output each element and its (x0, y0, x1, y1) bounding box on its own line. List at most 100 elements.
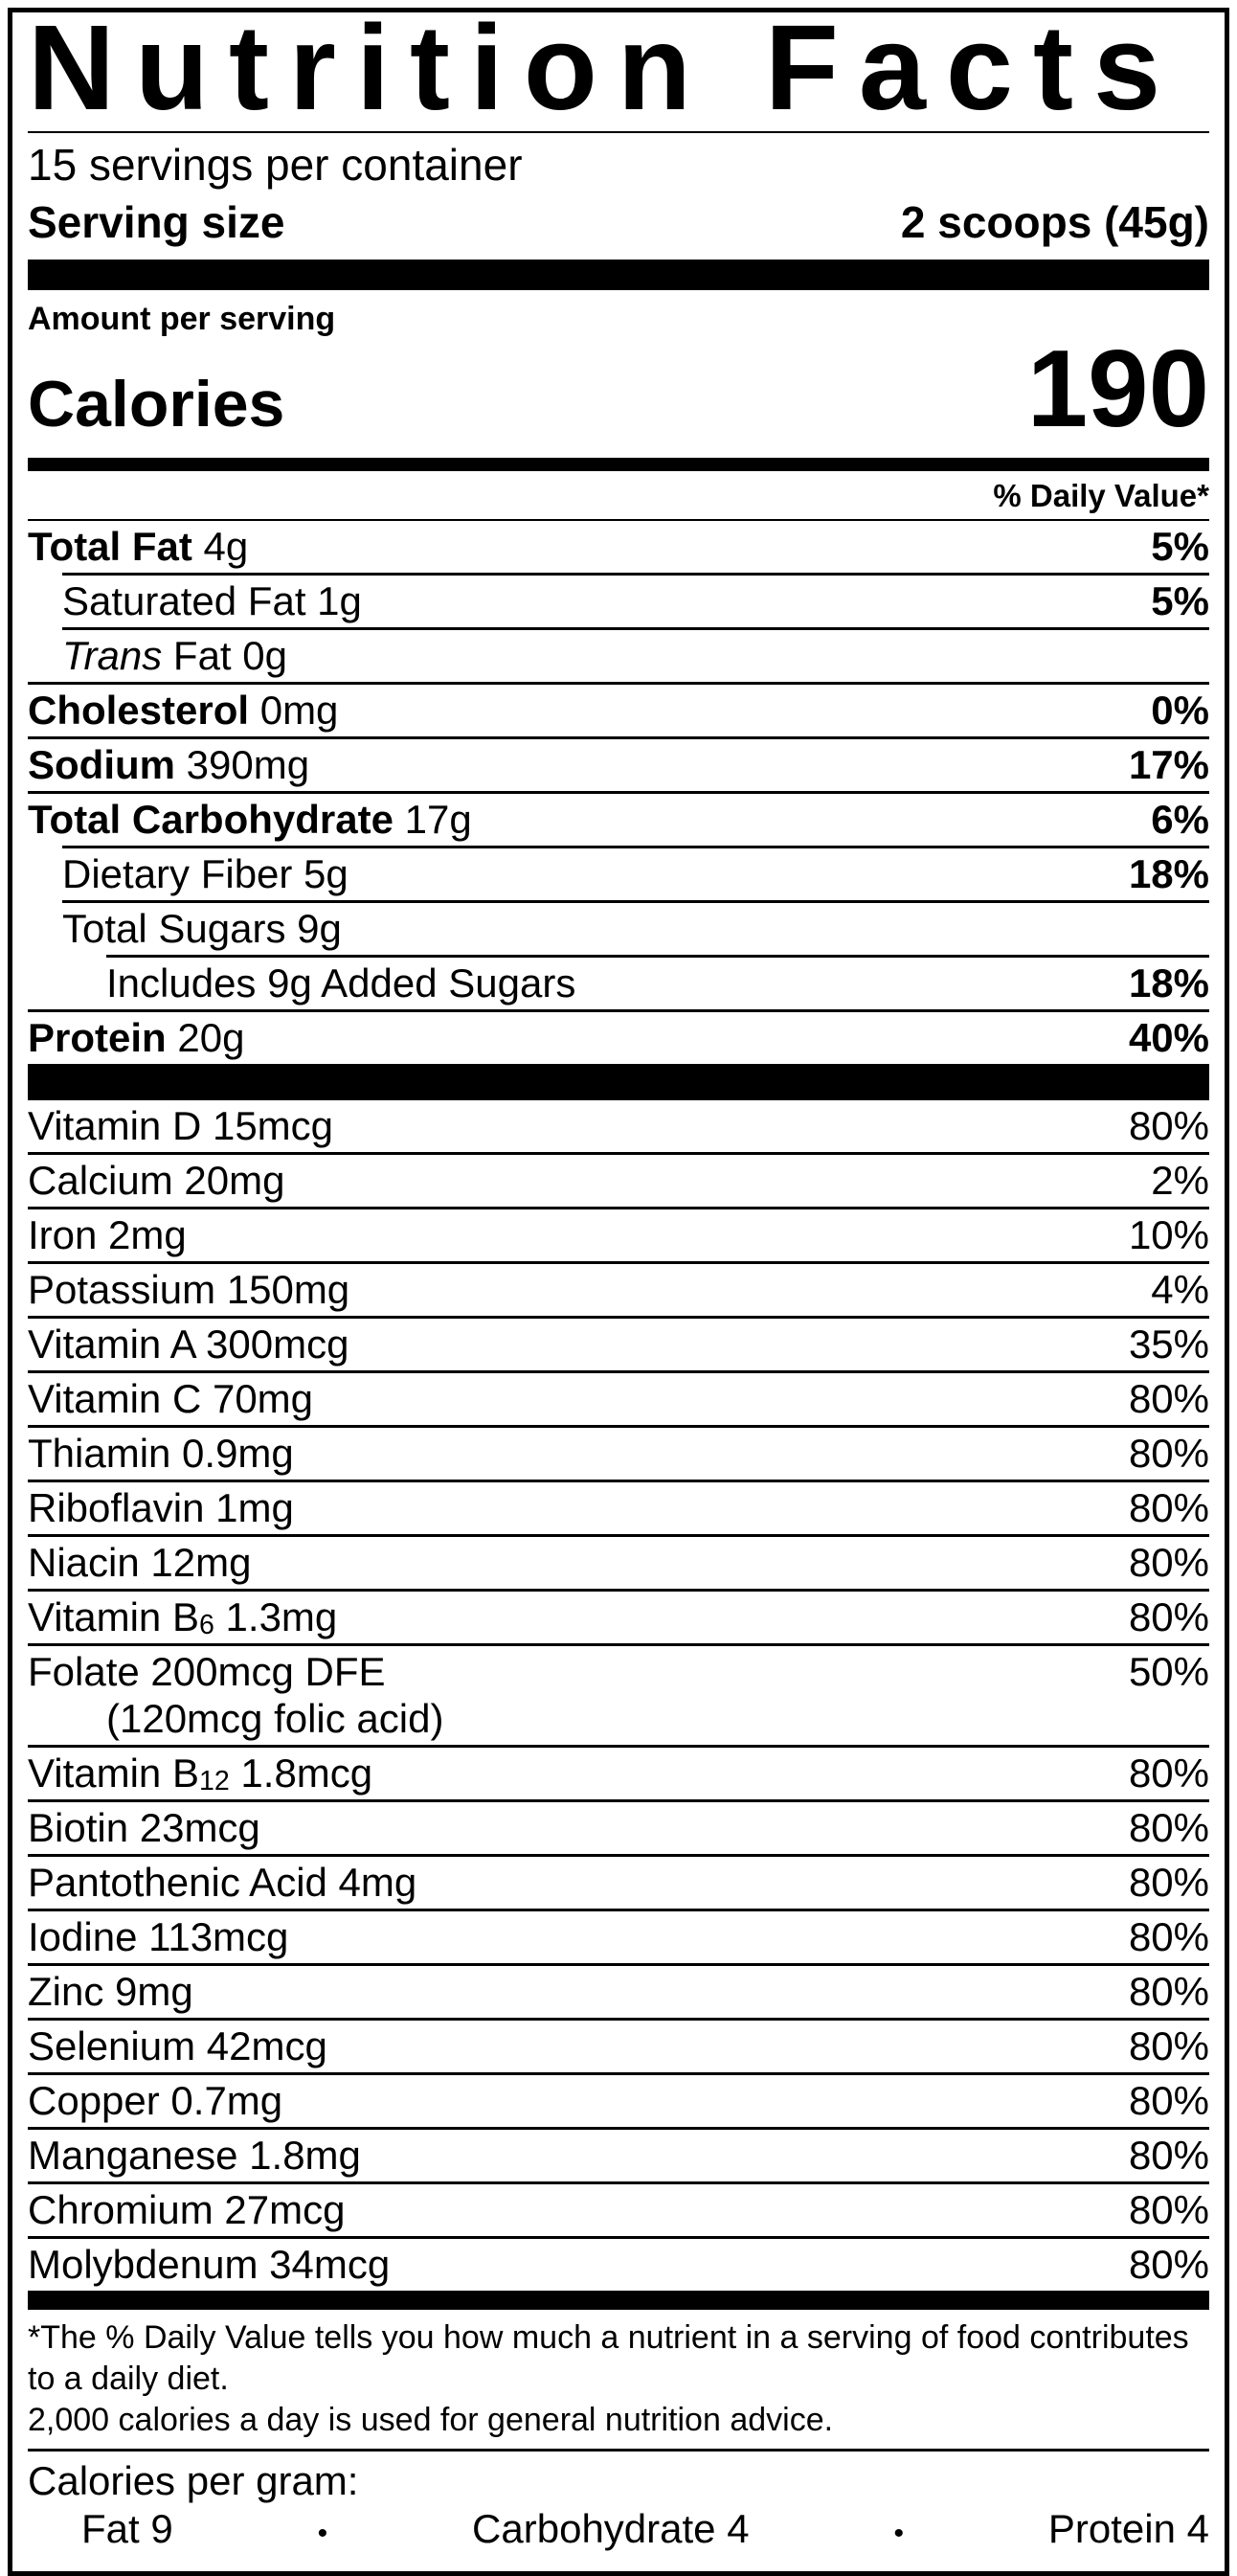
nutrient-amount: 0mg (249, 688, 339, 733)
divider (28, 1009, 1209, 1012)
vitamin-name: Zinc 9mg (28, 1969, 193, 2014)
nutrient-row-protein: Protein 20g 40% (28, 1012, 1209, 1064)
page-background: { "title": "Nutrition Facts", "servings_… (8, 8, 1229, 2576)
divider (28, 1370, 1209, 1373)
nutrient-name: Includes 9g Added Sugars (106, 960, 576, 1006)
vitamin-row-manganese: Manganese 1.8mg 80% (28, 2130, 1209, 2181)
vitamin-row-folate: Folate 200mcg DFE 50% (120mcg folic acid… (28, 1646, 1209, 1745)
vitamin-dv: 80% (1128, 2133, 1209, 2178)
divider (62, 846, 1209, 848)
vitamin-name: Iodine 113mcg (28, 1914, 289, 1959)
footnote-line-1: *The % Daily Value tells you how much a … (28, 2319, 1189, 2397)
vitamin-dv: 80% (1128, 1914, 1209, 1959)
divider (28, 2181, 1209, 2184)
nutrient-name: Protein (28, 1015, 167, 1060)
bullet-separator: • (317, 2518, 328, 2549)
nutrient-amount: 390mg (175, 742, 310, 787)
divider (28, 682, 1209, 685)
vitamin-name: Vitamin A 300mcg (28, 1322, 349, 1367)
vitamin-name: Calcium 20mg (28, 1158, 285, 1203)
nutrient-name: Dietary Fiber 5g (62, 851, 349, 896)
nutrient-dv: 5% (1151, 524, 1209, 569)
divider (28, 791, 1209, 794)
serving-size-row: Serving size 2 scoops (45g) (28, 192, 1209, 260)
footnote-line-2: 2,000 calories a day is used for general… (28, 2402, 834, 2438)
nutrient-amount: 20g (166, 1015, 245, 1060)
vitamin-name: Vitamin B (28, 1751, 199, 1796)
nutrient-name: Total Carbohydrate (28, 797, 394, 842)
bullet-separator: • (893, 2518, 904, 2549)
divider (28, 1207, 1209, 1209)
serving-size-value: 2 scoops (45g) (900, 197, 1209, 247)
thick-divider-footnote (28, 2291, 1209, 2310)
vitamin-dv: 80% (1128, 1431, 1209, 1476)
nutrient-amount: Fat 0g (162, 633, 287, 678)
vitamin-row-zinc: Zinc 9mg 80% (28, 1966, 1209, 2018)
nutrient-dv: 5% (1151, 578, 1209, 623)
daily-value-header: % Daily Value* (993, 478, 1209, 513)
cpg-protein: Protein 4 (1047, 2506, 1209, 2551)
nutrient-row-cholesterol: Cholesterol 0mg 0% (28, 685, 1209, 736)
vitamin-dv: 80% (1128, 1376, 1209, 1421)
vitamin-name: Chromium 27mcg (28, 2187, 346, 2232)
nutrient-dv: 18% (1128, 851, 1209, 896)
vitamin-dv: 80% (1128, 2078, 1209, 2123)
label-title: Nutrition Facts (28, 11, 1209, 133)
calories-label: Calories (28, 368, 285, 441)
vitamin-row-molybdenum: Molybdenum 34mcg 80% (28, 2239, 1209, 2291)
servings-per-container: 15 servings per container (28, 140, 523, 190)
divider (28, 1963, 1209, 1966)
vitamin-dv: 80% (1128, 1805, 1209, 1850)
nutrient-name: Total Sugars 9g (62, 906, 342, 951)
vitamin-dv: 10% (1128, 1212, 1209, 1257)
divider (28, 1534, 1209, 1537)
vitamin-dv: 80% (1128, 1860, 1209, 1905)
vitamin-dv: 80% (1128, 2187, 1209, 2232)
nutrient-row-sodium: Sodium 390mg 17% (28, 739, 1209, 791)
vitamin-row-iron: Iron 2mg 10% (28, 1209, 1209, 1261)
vitamin-dv: 80% (1128, 1751, 1209, 1796)
thick-divider-top (28, 260, 1209, 290)
vitamin-name: Selenium 42mcg (28, 2023, 327, 2068)
divider (62, 573, 1209, 576)
nutrient-row-saturated-fat: Saturated Fat 1g 5% (28, 576, 1209, 627)
vitamin-amount: 1.3mg (214, 1594, 338, 1639)
vitamin-name: Thiamin 0.9mg (28, 1431, 294, 1476)
vitamin-row-vitamin-c: Vitamin C 70mg 80% (28, 1373, 1209, 1425)
divider (28, 1316, 1209, 1319)
nutrient-amount: 4g (191, 524, 249, 569)
divider (62, 900, 1209, 903)
vitamin-amount: 1.8mcg (229, 1751, 373, 1796)
vitamin-name: Copper 0.7mg (28, 2078, 283, 2123)
vitamin-dv: 50% (1128, 1649, 1209, 1694)
divider (28, 2072, 1209, 2075)
divider (28, 1480, 1209, 1482)
divider (28, 1799, 1209, 1802)
calories-per-gram-label: Calories per gram: (28, 2458, 359, 2503)
divider (28, 2236, 1209, 2239)
vitamin-dv: 2% (1151, 1158, 1209, 1203)
nutrient-dv: 6% (1151, 797, 1209, 842)
vitamin-name: Folate 200mcg DFE (28, 1649, 386, 1694)
vitamin-dv: 80% (1128, 2023, 1209, 2068)
nutrient-name: Saturated Fat 1g (62, 578, 362, 623)
vitamin-name-subscript: 6 (198, 1610, 214, 1641)
nutrient-row-total-sugars: Total Sugars 9g (28, 903, 1209, 955)
vitamin-name-secondary: (120mcg folic acid) (106, 1696, 444, 1741)
vitamin-row-riboflavin: Riboflavin 1mg 80% (28, 1482, 1209, 1534)
divider (28, 1745, 1209, 1748)
vitamin-name: Manganese 1.8mg (28, 2133, 361, 2178)
divider (28, 1425, 1209, 1428)
cpg-fat: Fat 9 (81, 2506, 173, 2551)
divider (62, 627, 1209, 630)
vitamin-row-biotin: Biotin 23mcg 80% (28, 1802, 1209, 1854)
serving-size-label: Serving size (28, 197, 285, 247)
nutrient-name: Total Fat (28, 524, 192, 569)
divider (28, 2127, 1209, 2130)
divider (28, 1643, 1209, 1646)
vitamin-dv: 80% (1128, 1594, 1209, 1639)
vitamin-dv: 80% (1128, 1485, 1209, 1530)
nutrient-row-trans-fat: Trans Fat 0g (28, 630, 1209, 682)
vitamin-row-thiamin: Thiamin 0.9mg 80% (28, 1428, 1209, 1480)
vitamin-row-vitamin-a: Vitamin A 300mcg 35% (28, 1319, 1209, 1370)
